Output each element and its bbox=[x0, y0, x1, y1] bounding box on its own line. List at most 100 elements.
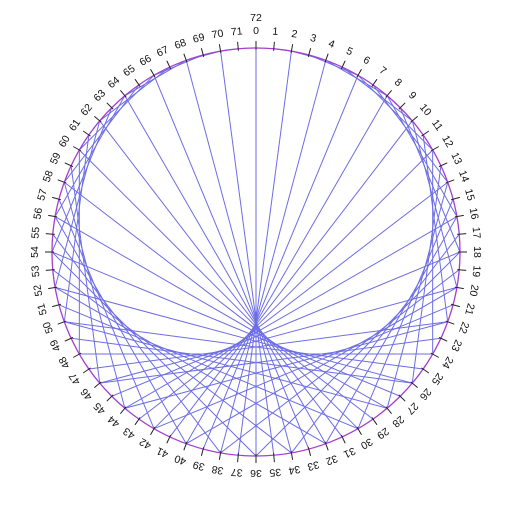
tick-label-56: 56 bbox=[31, 207, 45, 221]
tick-label-38: 38 bbox=[211, 463, 225, 477]
tick-label-64: 64 bbox=[106, 74, 123, 91]
tick-label-51: 51 bbox=[35, 302, 50, 317]
chord-44 bbox=[124, 216, 458, 409]
tick-label-16: 16 bbox=[467, 207, 481, 221]
chord-47 bbox=[88, 321, 448, 370]
tick-2 bbox=[290, 44, 294, 54]
tick-label-53: 53 bbox=[29, 265, 42, 278]
tick-label-20: 20 bbox=[467, 284, 481, 298]
tick-label-8: 8 bbox=[392, 76, 404, 89]
chord-39 bbox=[202, 75, 359, 450]
tick-label-70: 70 bbox=[211, 27, 225, 41]
tick-label-3: 3 bbox=[309, 32, 318, 45]
tick-label-57: 57 bbox=[35, 187, 50, 202]
tick-label-33: 33 bbox=[306, 458, 321, 473]
tick-20 bbox=[454, 286, 464, 290]
tick-label-48: 48 bbox=[56, 354, 72, 370]
chord-53 bbox=[52, 269, 292, 454]
tick-13 bbox=[438, 162, 448, 168]
tick-label-30: 30 bbox=[358, 435, 374, 451]
tick-label-35: 35 bbox=[269, 466, 282, 479]
tick-label-24: 24 bbox=[439, 354, 455, 370]
tick-label-29: 29 bbox=[374, 425, 391, 442]
tick-34 bbox=[290, 450, 294, 460]
tick-label-46: 46 bbox=[78, 386, 95, 403]
tick-49 bbox=[64, 336, 74, 342]
tick-label-52: 52 bbox=[31, 283, 45, 297]
tick-47 bbox=[82, 367, 91, 374]
tick-label-39: 39 bbox=[191, 458, 206, 473]
tick-9 bbox=[398, 102, 406, 110]
chord-30 bbox=[78, 149, 359, 430]
tick-label-5: 5 bbox=[344, 45, 355, 58]
chord-27 bbox=[51, 251, 401, 397]
chord-10 bbox=[411, 120, 458, 288]
chord-29 bbox=[63, 181, 374, 420]
chord-40 bbox=[185, 95, 388, 444]
tick-label-44: 44 bbox=[105, 413, 122, 430]
tick-43 bbox=[134, 417, 141, 426]
tick-30 bbox=[356, 426, 362, 435]
chord-32 bbox=[124, 95, 327, 444]
tick-label-1: 1 bbox=[272, 26, 279, 38]
tick-label-26: 26 bbox=[417, 386, 434, 403]
tick-58 bbox=[57, 179, 67, 184]
chord-23 bbox=[99, 337, 441, 384]
chord-6 bbox=[357, 74, 434, 151]
tick-38 bbox=[218, 450, 222, 460]
tick-48 bbox=[73, 352, 82, 358]
tick-8 bbox=[385, 90, 393, 98]
chord-33 bbox=[153, 75, 310, 450]
tick-41 bbox=[166, 434, 172, 444]
tick-1 bbox=[273, 41, 275, 51]
tick-55 bbox=[45, 233, 55, 235]
chord-9 bbox=[399, 107, 461, 253]
tick-label-62: 62 bbox=[78, 101, 95, 118]
tick-label-18: 18 bbox=[471, 246, 483, 258]
tick-label-17: 17 bbox=[470, 226, 483, 239]
tick-label-14: 14 bbox=[456, 169, 471, 184]
tick-66 bbox=[150, 69, 156, 78]
tick-15 bbox=[450, 196, 460, 201]
tick-70 bbox=[218, 44, 222, 54]
chord-42 bbox=[153, 149, 434, 430]
tick-62 bbox=[94, 115, 102, 123]
tick-26 bbox=[410, 381, 418, 389]
tick-45 bbox=[106, 394, 114, 402]
tick-61 bbox=[82, 130, 91, 137]
tick-label-27: 27 bbox=[404, 400, 421, 417]
chord-57 bbox=[58, 199, 155, 429]
chord-35 bbox=[220, 51, 275, 456]
tick-28 bbox=[385, 406, 393, 414]
tick-label-37: 37 bbox=[230, 466, 243, 479]
chord-65 bbox=[63, 84, 140, 183]
labels-layer: 0 1 2 3 456789101112131415161718192021222324… bbox=[29, 25, 483, 479]
tick-label-2: 2 bbox=[290, 28, 298, 41]
tick-50 bbox=[57, 320, 67, 325]
tick-42 bbox=[150, 426, 156, 435]
tick-10 bbox=[410, 115, 418, 123]
tick-label-67: 67 bbox=[155, 44, 171, 60]
tick-11 bbox=[421, 130, 430, 137]
tick-63 bbox=[106, 102, 114, 110]
tick-31 bbox=[340, 434, 346, 444]
tick-4 bbox=[324, 53, 329, 63]
tick-7 bbox=[371, 78, 378, 87]
tick-label-58: 58 bbox=[41, 169, 56, 184]
chord-25 bbox=[64, 321, 424, 370]
chord-52 bbox=[54, 286, 327, 445]
tick-label-54: 54 bbox=[29, 246, 41, 258]
tick-46 bbox=[94, 381, 102, 389]
chord-38 bbox=[220, 60, 327, 454]
tick-label-34: 34 bbox=[287, 463, 301, 477]
tick-57 bbox=[52, 196, 62, 201]
chord-26 bbox=[54, 286, 413, 384]
chord-66 bbox=[78, 74, 155, 151]
tick-40 bbox=[183, 441, 188, 451]
chord-55 bbox=[52, 233, 221, 454]
tick-label-13: 13 bbox=[448, 151, 464, 167]
tick-60 bbox=[73, 146, 82, 152]
tick-label-32: 32 bbox=[324, 452, 339, 467]
chord-28 bbox=[54, 216, 388, 409]
